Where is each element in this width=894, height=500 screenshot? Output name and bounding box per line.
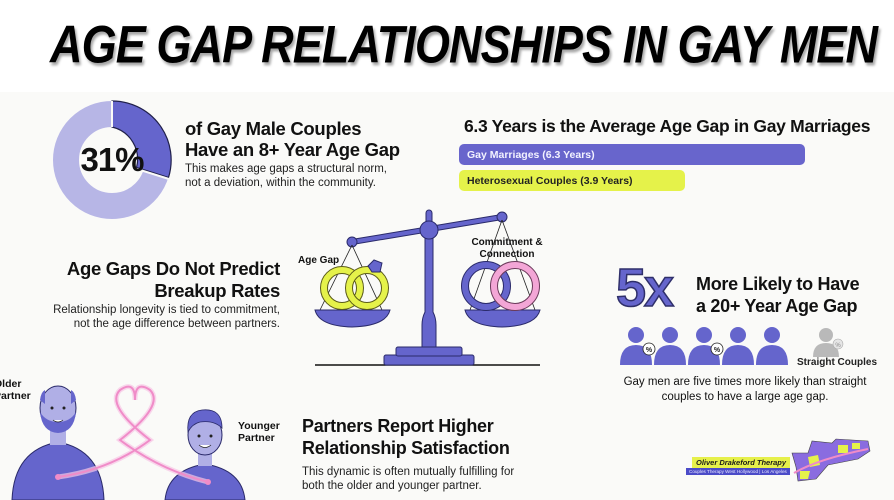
label-line: Partner <box>238 432 275 444</box>
subtitle-line: not a deviation, within the community. <box>185 177 376 189</box>
page-title: AGE GAP RELATIONSHIPS IN GAY MEN <box>50 15 878 74</box>
subtitle-line: This makes age gaps a structural norm, <box>185 163 387 175</box>
bar-label: Heterosexual Couples (3.9 Years) <box>467 174 633 187</box>
balance-scale-illustration: Age Gap Commitment & Connection <box>290 200 580 380</box>
straight-couples-label: Straight Couples <box>797 357 878 368</box>
title-line: Have an 8+ Year Age Gap <box>185 139 400 160</box>
donut-ring-icon <box>53 100 172 219</box>
people-icons-row: % % % <box>616 325 886 370</box>
balance-scale-icon <box>314 209 541 366</box>
brand-logo: Oliver Drakeford Therapy Couples Therapy… <box>680 437 890 485</box>
stat-8-year-gap-title: of Gay Male Couples Have an 8+ Year Age … <box>185 118 400 160</box>
subtitle-line: This dynamic is often mutually fulfillin… <box>302 466 515 478</box>
subtitle-line: Gay men are five times more likely than … <box>623 376 867 388</box>
subtitle-line: both the older and younger partner. <box>302 480 482 492</box>
stat-8-year-gap-subtitle: This makes age gaps a structural norm, n… <box>185 162 387 190</box>
svg-text:%: % <box>835 343 841 349</box>
scale-label-commitment: Commitment & Connection <box>462 237 552 261</box>
younger-partner-label: Younger Partner <box>238 420 280 444</box>
bar-label: Gay Marriages (6.3 Years) <box>467 148 595 161</box>
subtitle-line: Relationship longevity is tied to commit… <box>53 304 280 316</box>
bar-heterosexual-couples: Heterosexual Couples (3.9 Years) <box>459 170 685 191</box>
label-line: Partner <box>0 390 31 402</box>
donut-chart-31-percent: 31% <box>51 99 173 221</box>
older-partner-label: Older Partner <box>0 378 31 402</box>
donut-percent-value: 31% <box>80 141 144 178</box>
label-line: Connection <box>479 249 535 260</box>
svg-text:%: % <box>646 347 653 354</box>
svg-text:%: % <box>714 347 721 354</box>
subtitle-line: not the age difference between partners. <box>73 318 280 330</box>
brand-tagline: Couples Therapy West Hollywood | Los Ang… <box>686 468 790 475</box>
scale-label-age-gap: Age Gap <box>298 255 340 266</box>
label-line: Younger <box>238 420 280 432</box>
couple-with-heart-icon <box>11 384 246 500</box>
label-line: Commitment & <box>471 237 543 248</box>
title-line: Partners Report Higher <box>302 416 494 436</box>
title-line: a 20+ Year Age Gap <box>696 296 858 316</box>
label-line: Older <box>0 378 22 390</box>
five-x-subtitle: Gay men are five times more likely than … <box>610 375 880 405</box>
five-x-title: More Likely to Have a 20+ Year Age Gap <box>696 273 860 317</box>
people-group-icon: % % % <box>620 327 844 365</box>
brand-name: Oliver Drakeford Therapy <box>692 457 791 468</box>
average-gap-title: 6.3 Years is the Average Age Gap in Gay … <box>464 116 871 136</box>
header: AGE GAP RELATIONSHIPS IN GAY MEN <box>0 0 894 92</box>
subtitle-line: couples to have a large age gap. <box>661 391 829 403</box>
title-line: Age Gaps Do Not Predict <box>66 258 280 279</box>
title-line: Relationship Satisfaction <box>302 438 510 458</box>
breakup-rates-subtitle: Relationship longevity is tied to commit… <box>52 303 280 331</box>
couple-illustration: Older Partner Younger Partner <box>0 370 300 500</box>
west-hollywood-map-icon <box>791 438 871 482</box>
title-line: Breakup Rates <box>154 280 280 301</box>
five-x-number: 5x <box>615 257 675 319</box>
satisfaction-subtitle: This dynamic is often mutually fulfillin… <box>302 465 514 493</box>
satisfaction-title: Partners Report Higher Relationship Sati… <box>302 415 510 459</box>
title-line: of Gay Male Couples <box>185 118 362 139</box>
bar-gay-marriages: Gay Marriages (6.3 Years) <box>459 144 805 165</box>
title-line: More Likely to Have <box>696 274 860 294</box>
breakup-rates-title: Age Gaps Do Not Predict Breakup Rates <box>60 258 280 302</box>
